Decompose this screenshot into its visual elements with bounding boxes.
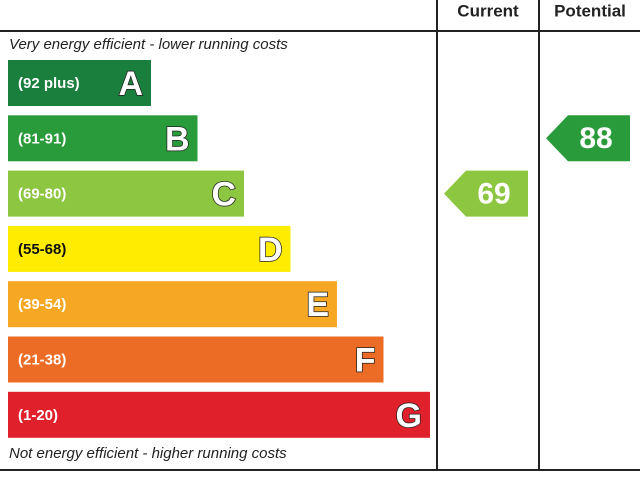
potential-score: 88	[579, 122, 612, 155]
band-range: (1-20)	[18, 407, 58, 424]
top-note: Very energy efficient - lower running co…	[9, 36, 288, 53]
current-arrow	[444, 170, 528, 217]
band-bar	[8, 225, 291, 272]
current-header: Current	[457, 1, 519, 20]
band-range: (92 plus)	[18, 75, 80, 92]
band-range: (81-91)	[18, 130, 66, 147]
band-letter: G	[396, 397, 422, 435]
bottom-note: Not energy efficient - higher running co…	[9, 445, 287, 462]
band-range: (21-38)	[18, 351, 66, 368]
band-letter: A	[118, 65, 143, 103]
frame	[0, 0, 640, 471]
band-bar	[8, 281, 337, 328]
band-range: (55-68)	[18, 241, 66, 258]
potential-arrow	[546, 115, 630, 162]
band-letter: D	[258, 231, 283, 269]
band-letter: F	[355, 341, 376, 379]
potential-header: Potential	[554, 1, 626, 20]
band-letter: E	[306, 286, 329, 324]
band-range: (69-80)	[18, 186, 66, 203]
band-range: (39-54)	[18, 296, 66, 313]
band-bar	[8, 336, 384, 383]
band-bar	[8, 391, 430, 438]
band-bar	[8, 170, 244, 217]
band-bar	[8, 115, 198, 162]
band-letter: C	[211, 176, 236, 214]
current-score: 69	[477, 178, 510, 211]
band-letter: B	[165, 120, 190, 158]
band-bar	[8, 60, 151, 106]
